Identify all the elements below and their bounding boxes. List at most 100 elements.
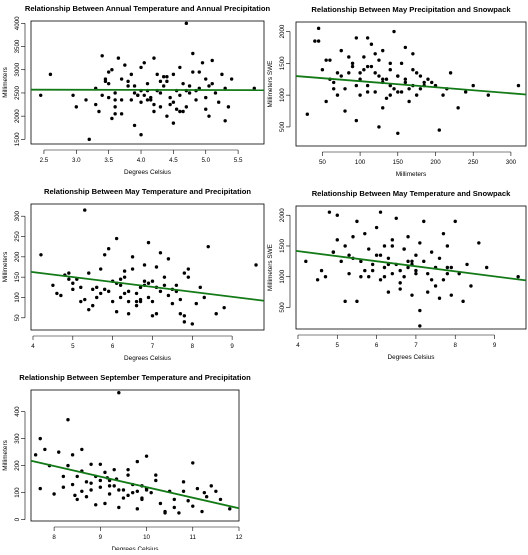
data-point: [199, 286, 202, 289]
data-point: [347, 254, 350, 257]
data-point: [410, 260, 413, 263]
data-point: [210, 484, 213, 487]
data-point: [415, 93, 418, 96]
data-point: [340, 74, 343, 77]
y-tick-label: 2500: [14, 86, 21, 100]
data-point: [200, 510, 203, 513]
data-point: [136, 94, 139, 97]
data-point: [366, 90, 369, 93]
data-point: [173, 506, 176, 509]
data-point: [152, 103, 155, 106]
data-point: [91, 288, 94, 291]
data-point: [66, 418, 69, 421]
data-point: [381, 49, 384, 52]
y-axis-label: Millimeters: [2, 440, 9, 471]
x-tick-label: 4: [296, 342, 300, 349]
x-tick-label: 8: [454, 342, 458, 349]
y-tick-label: 50: [14, 314, 21, 321]
data-point: [131, 255, 134, 258]
data-point: [383, 275, 386, 278]
data-point: [178, 66, 181, 69]
data-point: [418, 241, 421, 244]
data-point: [83, 298, 86, 301]
data-point: [123, 292, 126, 295]
data-point: [377, 58, 380, 61]
data-point: [178, 110, 181, 113]
x-tick-label: 50: [319, 159, 326, 166]
data-point: [83, 208, 86, 211]
data-point: [438, 257, 441, 260]
data-point: [367, 247, 370, 250]
data-point: [130, 98, 133, 101]
data-point: [191, 70, 194, 73]
data-point: [119, 284, 122, 287]
data-point: [324, 275, 327, 278]
data-point: [139, 300, 142, 303]
data-point: [181, 110, 184, 113]
data-point: [51, 284, 54, 287]
data-point: [181, 82, 184, 85]
data-point: [103, 502, 106, 505]
data-point: [434, 284, 437, 287]
x-tick-label: 7: [414, 342, 418, 349]
data-point: [113, 484, 116, 487]
data-point: [387, 290, 390, 293]
data-point: [143, 263, 146, 266]
data-point: [107, 82, 110, 85]
data-point: [117, 56, 120, 59]
data-point: [385, 78, 388, 81]
data-point: [419, 74, 422, 77]
data-point: [49, 73, 52, 76]
x-tick-label: 5: [71, 343, 75, 350]
data-point: [379, 278, 382, 281]
chart-panel-4: Relationship Between May Temperature and…: [267, 189, 526, 361]
data-point: [254, 263, 257, 266]
data-point: [117, 488, 120, 491]
data-point: [110, 117, 113, 120]
data-point: [375, 226, 378, 229]
data-point: [135, 300, 138, 303]
data-point: [450, 266, 453, 269]
data-point: [187, 275, 190, 278]
data-point: [146, 98, 149, 101]
data-point: [517, 84, 520, 87]
data-point: [80, 490, 83, 493]
data-point: [159, 105, 162, 108]
data-point: [100, 94, 103, 97]
data-point: [410, 293, 413, 296]
data-point: [228, 507, 231, 510]
y-axis-label: Millimeters SWE: [267, 61, 274, 108]
data-point: [71, 94, 74, 97]
data-point: [117, 391, 120, 394]
data-point: [57, 450, 60, 453]
data-point: [204, 96, 207, 99]
data-point: [219, 498, 222, 501]
data-point: [136, 460, 139, 463]
data-point: [67, 271, 70, 274]
data-point: [485, 266, 488, 269]
data-point: [159, 80, 162, 83]
data-point: [477, 241, 480, 244]
x-tick-label: 150: [393, 159, 404, 166]
data-point: [131, 491, 134, 494]
data-point: [223, 119, 226, 122]
y-tick-label: 100: [14, 487, 21, 498]
data-point: [396, 90, 399, 93]
data-point: [407, 87, 410, 90]
data-point: [419, 87, 422, 90]
data-point: [62, 475, 65, 478]
data-point: [71, 282, 74, 285]
data-point: [414, 272, 417, 275]
data-point: [355, 119, 358, 122]
data-point: [204, 107, 207, 110]
data-point: [111, 300, 114, 303]
x-axis-label: Degrees Celsius: [124, 169, 171, 176]
data-point: [414, 254, 417, 257]
data-point: [108, 484, 111, 487]
data-point: [71, 288, 74, 291]
data-point: [97, 110, 100, 113]
data-point: [317, 39, 320, 42]
data-point: [152, 110, 155, 113]
y-tick-label: 1500: [14, 132, 21, 146]
data-point: [183, 271, 186, 274]
